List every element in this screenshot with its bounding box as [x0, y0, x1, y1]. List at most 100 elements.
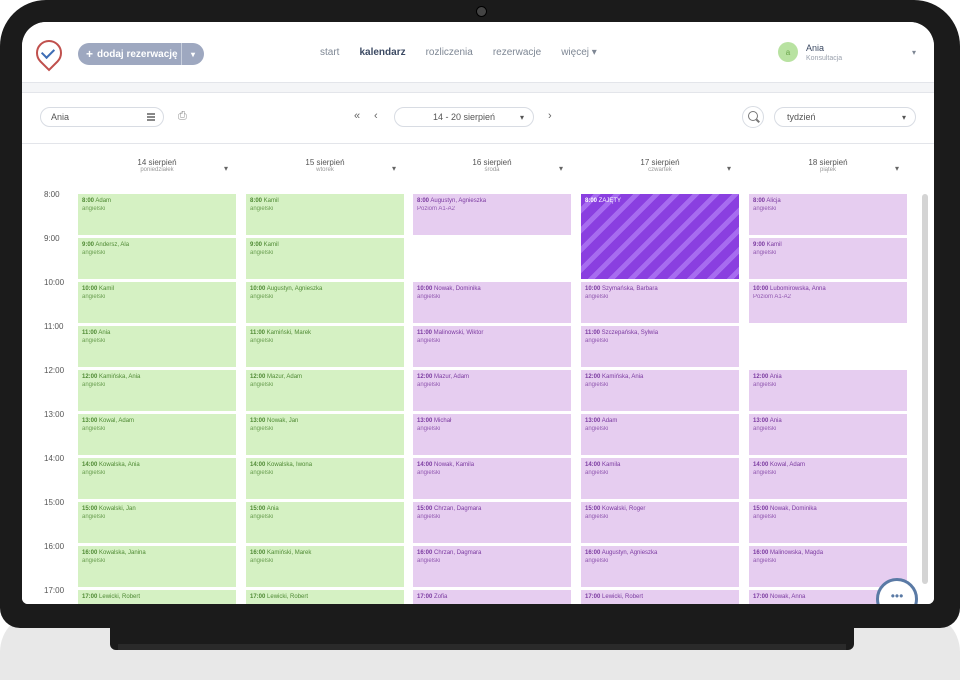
week-select[interactable]: 14 - 20 sierpień ▾ — [394, 107, 534, 127]
calendar-event[interactable]: 10:00 Nowak, Dominika angielski — [413, 282, 571, 323]
calendar-event[interactable]: 10:00 Szymańska, Barbara angielski — [581, 282, 739, 323]
event-title: Kamińska, Ania — [97, 374, 141, 380]
nav-link-start[interactable]: start — [320, 47, 340, 58]
calendar-event[interactable]: 9:00 Kamil angielski — [246, 238, 404, 279]
calendar-event[interactable]: 12:00 Mazur, Adam angielski — [246, 370, 404, 411]
day-header[interactable]: 17 sierpień czwartek ▾ — [581, 158, 739, 194]
event-title: Chrzan, Dagmara — [432, 506, 482, 512]
nav-link-reservations[interactable]: rezerwacje — [492, 47, 542, 58]
calendar-event[interactable]: 14:00 Kowalska, Ania angielski — [78, 458, 236, 499]
day-header[interactable]: 16 sierpień środa ▾ — [413, 158, 571, 194]
day-header[interactable]: 18 sierpień piątek ▾ — [749, 158, 907, 194]
calendar-event[interactable]: 12:00 Ania angielski — [749, 370, 907, 411]
calendar-event[interactable]: 14:00 Nowak, Kamila angielski — [413, 458, 571, 499]
calendar-event[interactable]: 17:00 Lewicki, Robert — [581, 590, 739, 604]
nav-link-more[interactable]: więcej ▾ — [561, 47, 597, 58]
calendar-event[interactable]: 11:00 Malinowski, Wiktor angielski — [413, 326, 571, 367]
calendar-event[interactable]: 15:00 Kowalski, Jan angielski — [78, 502, 236, 543]
calendar-event[interactable]: 15:00 Kowalski, Roger angielski — [581, 502, 739, 543]
calendar-event[interactable]: 12:00 Kamińska, Ania angielski — [581, 370, 739, 411]
event-subtitle: angielski — [585, 426, 609, 432]
calendar-event[interactable]: 9:00 Kamil angielski — [749, 238, 907, 279]
calendar-event[interactable]: 17:00 Lewicki, Robert — [246, 590, 404, 604]
event-subtitle: angielski — [753, 426, 777, 432]
chevron-down-icon[interactable]: ▾ — [558, 164, 563, 173]
calendar-event[interactable]: 8:00 Adam angielski — [78, 194, 236, 235]
event-title: Michał — [432, 418, 452, 424]
event-subtitle: angielski — [753, 382, 777, 388]
print-icon[interactable]: ⎙ — [178, 110, 187, 122]
calendar-event[interactable]: 14:00 Kowalska, Iwona angielski — [246, 458, 404, 499]
event-time: 16:00 — [585, 550, 601, 556]
calendar-event[interactable]: 14:00 Kowal, Adam angielski — [749, 458, 907, 499]
top-navbar: + dodaj rezerwację ▾ start kalendarz roz… — [22, 22, 934, 83]
calendar-event[interactable]: 17:00 Zofia — [413, 590, 571, 604]
avatar[interactable]: a — [778, 42, 798, 62]
event-subtitle: Poziom A1-A2 — [417, 206, 456, 212]
calendar-event[interactable]: 13:00 Michał angielski — [413, 414, 571, 455]
calendar-event[interactable]: 13:00 Kowal, Adam angielski — [78, 414, 236, 455]
search-icon[interactable] — [742, 106, 764, 128]
calendar-event[interactable]: 11:00 Szczepańska, Sylwia angielski — [581, 326, 739, 367]
event-subtitle: angielski — [250, 470, 274, 476]
calendar-event[interactable]: 16:00 Malinowska, Magda angielski — [749, 546, 907, 587]
busy-block[interactable]: 8:00 ZAJĘTY — [581, 194, 739, 279]
calendar-event[interactable]: 10:00 Lubomirowska, Anna Poziom A1-A2 — [749, 282, 907, 323]
calendar-event[interactable]: 13:00 Adam angielski — [581, 414, 739, 455]
first-week-button[interactable]: « — [354, 110, 361, 122]
calendar-scrollbar[interactable] — [922, 194, 928, 584]
calendar-event[interactable]: 11:00 Kamiński, Marek angielski — [246, 326, 404, 367]
calendar-event[interactable]: 9:00 Andersz, Ala angielski — [78, 238, 236, 279]
calendar-event[interactable]: 13:00 Ania angielski — [749, 414, 907, 455]
event-title: Kowal, Adam — [768, 462, 806, 468]
calendar-event[interactable]: 16:00 Augustyn, Agnieszka angielski — [581, 546, 739, 587]
hour-label: 15:00 — [44, 498, 65, 507]
nav-link-calendar[interactable]: kalendarz — [359, 47, 406, 58]
calendar-event[interactable]: 8:00 Alicja angielski — [749, 194, 907, 235]
day-header[interactable]: 15 sierpień wtorek ▾ — [246, 158, 404, 194]
calendar-event[interactable]: 16:00 Kamiński, Marek angielski — [246, 546, 404, 587]
laptop-hinge — [110, 612, 854, 650]
calendar-event[interactable]: 16:00 Chrzan, Dagmara angielski — [413, 546, 571, 587]
calendar-event[interactable]: 11:00 Ania angielski — [78, 326, 236, 367]
calendar-event[interactable]: 15:00 Chrzan, Dagmara angielski — [413, 502, 571, 543]
day-header[interactable]: 14 sierpień poniedziałek ▾ — [78, 158, 236, 194]
event-subtitle: angielski — [753, 514, 777, 520]
calendar-event[interactable]: 12:00 Kamińska, Ania angielski — [78, 370, 236, 411]
chevron-down-icon[interactable]: ▾ — [726, 164, 731, 173]
calendar-event[interactable]: 8:00 Kamil angielski — [246, 194, 404, 235]
event-subtitle: angielski — [82, 470, 106, 476]
calendar-event[interactable]: 15:00 Ania angielski — [246, 502, 404, 543]
event-title: Ania — [768, 374, 782, 380]
calendar-event[interactable]: 17:00 Lewicki, Robert — [78, 590, 236, 604]
day-header-weekday: piątek — [819, 167, 836, 173]
person-select[interactable]: Ania — [40, 107, 164, 127]
calendar-event[interactable]: 13:00 Nowak, Jan angielski — [246, 414, 404, 455]
prev-week-button[interactable]: ‹ — [374, 110, 378, 122]
calendar-event[interactable]: 15:00 Nowak, Dominika angielski — [749, 502, 907, 543]
event-title: Alicja — [765, 198, 781, 204]
event-subtitle: angielski — [250, 382, 274, 388]
event-subtitle: angielski — [417, 338, 441, 344]
calendar-event[interactable]: 16:00 Kowalska, Janina angielski — [78, 546, 236, 587]
user-menu-chevron-down-icon[interactable]: ▾ — [912, 48, 917, 57]
calendar-event[interactable]: 14:00 Kamila angielski — [581, 458, 739, 499]
event-title: Kowalski, Roger — [600, 506, 646, 512]
add-reservation-dropdown-button[interactable]: ▾ — [181, 43, 204, 65]
chevron-down-icon[interactable]: ▾ — [894, 164, 899, 173]
chevron-down-icon[interactable]: ▾ — [391, 164, 396, 173]
event-title: Kamińska, Ania — [600, 374, 644, 380]
next-week-button[interactable]: › — [548, 110, 552, 122]
event-title: Kowalski, Jan — [97, 506, 136, 512]
calendar-event[interactable]: 12:00 Mazur, Adam angielski — [413, 370, 571, 411]
calendar-event[interactable]: 10:00 Kamil angielski — [78, 282, 236, 323]
event-subtitle: angielski — [82, 338, 106, 344]
calendar-event[interactable]: 10:00 Augustyn, Agnieszka angielski — [246, 282, 404, 323]
calendar-event[interactable]: 17:00 Nowak, Anna — [749, 590, 907, 604]
calendar-event[interactable]: 8:00 Augustyn, Agnieszka Poziom A1-A2 — [413, 194, 571, 235]
add-reservation-button[interactable]: + dodaj rezerwację ▾ — [78, 43, 204, 65]
nav-link-billing[interactable]: rozliczenia — [425, 47, 473, 58]
event-title: Mazur, Adam — [432, 374, 470, 380]
view-select[interactable]: tydzień ▾ — [774, 107, 916, 127]
chevron-down-icon[interactable]: ▾ — [223, 164, 228, 173]
